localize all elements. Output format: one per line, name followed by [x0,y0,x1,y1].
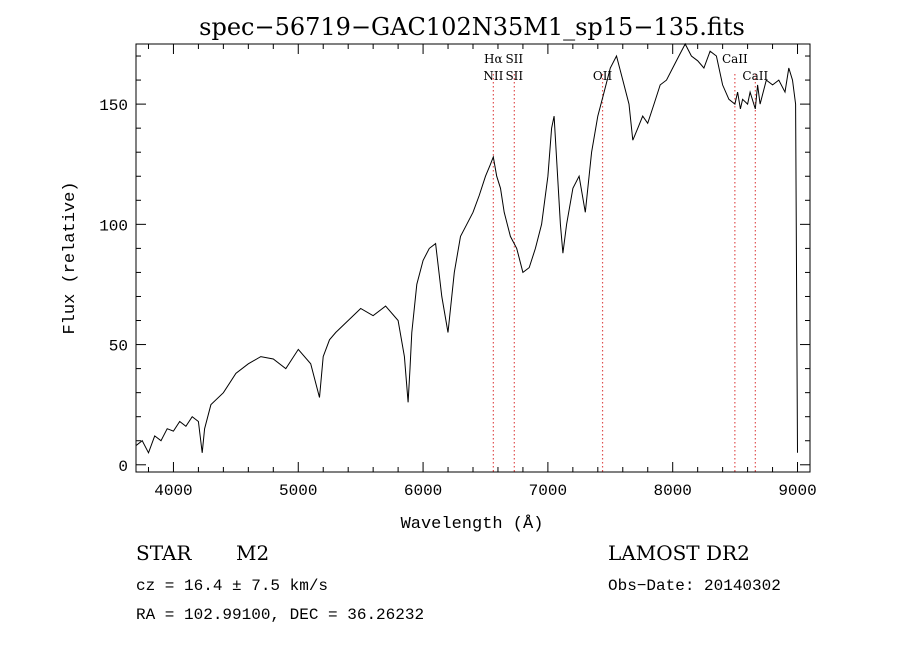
object-subclass: M2 [236,541,269,565]
line-label-bottom-1: SII [505,69,523,83]
redshift-text: cz = 16.4 ± 7.5 km/s [136,577,328,595]
line-label-top-1: SII [505,52,523,66]
y-axis-label: Flux (relative) [61,181,80,334]
line-label-bottom-0: NII [483,69,503,83]
object-class: STAR [136,541,192,565]
y-tick-label: 150 [99,97,128,115]
coordinates-text: RA = 102.99100, DEC = 36.26232 [136,606,424,624]
x-tick-label: 8000 [654,482,692,500]
x-tick-label: 7000 [529,482,567,500]
chart-title: spec−56719−GAC102N35M1_sp15−135.fits [199,13,745,41]
x-tick-label: 9000 [778,482,816,500]
spectrum-series [135,42,798,455]
line-label-bottom-4: CaII [742,69,768,83]
spectrum-line-0 [135,42,798,455]
observation-date: Obs−Date: 20140302 [608,577,781,595]
line-label-top-3: CaII [722,52,748,66]
y-tick-label: 0 [118,458,128,476]
x-axis-label: Wavelength (Å) [401,515,544,534]
x-tick-label: 6000 [404,482,442,500]
plot-frame [135,43,811,473]
survey-name: LAMOST DR2 [608,541,750,565]
axis-ticks: 4000 5000 6000 7000 8000 9000 0 50 100 150 [99,44,817,500]
y-tick-label: 100 [99,217,128,235]
x-tick-label: 4000 [154,482,192,500]
line-label-top-0: Hα [484,52,503,66]
y-tick-label: 50 [109,338,128,356]
x-tick-label: 5000 [279,482,317,500]
